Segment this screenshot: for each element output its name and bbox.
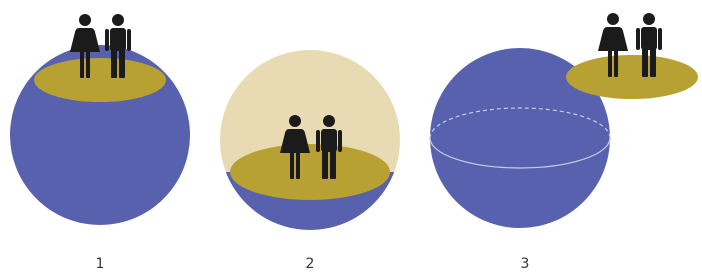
disc: [34, 58, 166, 102]
panel-label: 1: [96, 256, 105, 272]
panel-2: 2: [210, 50, 410, 272]
diagram: 1 2 3: [0, 0, 702, 275]
panel-label: 3: [521, 256, 530, 272]
panel-label: 2: [306, 256, 315, 272]
panel-3: 3: [430, 13, 698, 272]
disc: [566, 55, 698, 99]
disc: [230, 144, 390, 200]
panel-1: 1: [10, 14, 190, 272]
